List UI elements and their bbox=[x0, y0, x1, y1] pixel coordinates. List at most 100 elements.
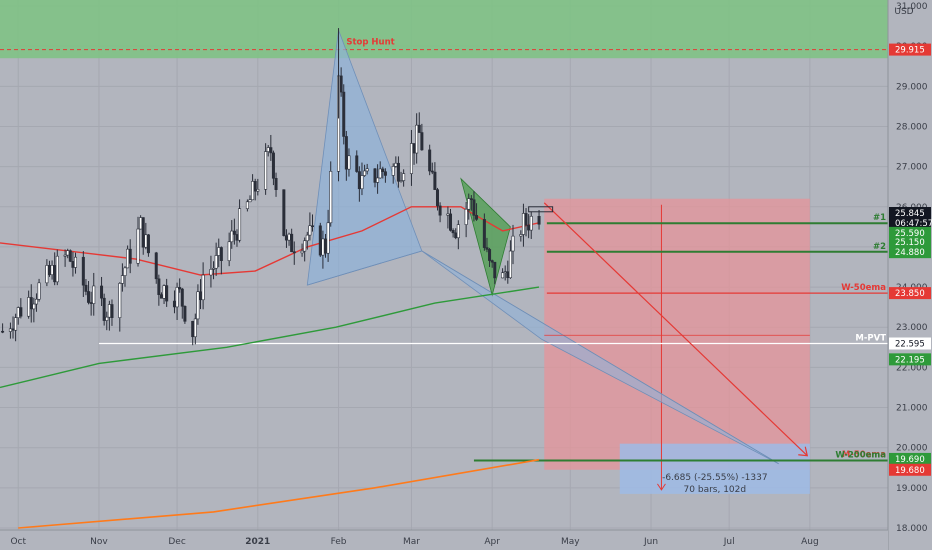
candle-body bbox=[154, 252, 158, 280]
candle-body bbox=[329, 171, 333, 224]
annotations: Stop Hunt -6.685 (-25.55%) -1337 70 bars, … bbox=[346, 38, 809, 495]
candle-body bbox=[53, 265, 57, 283]
price-tick-label: 19.000 bbox=[896, 484, 928, 494]
candle-body bbox=[290, 233, 294, 252]
candlestick-series bbox=[1, 28, 541, 346]
candle-body bbox=[449, 213, 453, 231]
price-badge bbox=[889, 463, 931, 476]
price-badge bbox=[889, 236, 931, 249]
projection-arrow-head bbox=[798, 446, 809, 457]
candle-body bbox=[292, 251, 296, 254]
measure-arrow bbox=[657, 483, 666, 491]
candle-body bbox=[472, 199, 476, 216]
candle-body bbox=[209, 269, 213, 276]
candle-body bbox=[376, 177, 380, 183]
candle-body bbox=[454, 232, 458, 239]
currency-label: USD bbox=[894, 7, 913, 17]
candle-body bbox=[32, 303, 36, 310]
candle-body bbox=[264, 151, 268, 190]
candle-body bbox=[537, 215, 541, 225]
candle-body bbox=[245, 201, 249, 209]
candle-body bbox=[34, 298, 38, 305]
candle-body bbox=[120, 275, 124, 284]
price-badge-label: 29.915 bbox=[895, 46, 925, 56]
candle-body bbox=[503, 271, 507, 274]
candle-body bbox=[14, 317, 18, 331]
candle-body bbox=[519, 234, 523, 237]
price-badge-label: 06:47:57 bbox=[895, 219, 932, 229]
candle-body bbox=[266, 147, 270, 152]
candle-body bbox=[344, 136, 348, 170]
candle-body bbox=[136, 228, 140, 264]
candle-body bbox=[175, 287, 179, 308]
candle-body bbox=[201, 274, 205, 301]
time-tick-label: Dec bbox=[168, 537, 185, 547]
candle-body bbox=[469, 198, 473, 201]
candle-body bbox=[139, 217, 143, 230]
stop-hunt-label: Stop Hunt bbox=[346, 38, 394, 48]
candle-body bbox=[415, 124, 419, 154]
candle-body bbox=[238, 208, 242, 241]
candle-body bbox=[308, 225, 312, 236]
candle-body bbox=[16, 307, 20, 318]
candle-body bbox=[529, 215, 533, 231]
candle-body bbox=[162, 285, 166, 299]
candle-body bbox=[271, 152, 275, 179]
time-axis[interactable]: Oct Nov Dec 2021 Feb Mar Apr May Jun Jul Aug bbox=[0, 529, 888, 550]
candle-body bbox=[475, 215, 479, 220]
level-label: W-200ema bbox=[835, 451, 886, 461]
price-badge bbox=[889, 216, 931, 229]
candle-body bbox=[45, 265, 49, 284]
candle-body bbox=[493, 261, 497, 279]
candle-body bbox=[435, 189, 439, 207]
candle-body bbox=[63, 254, 67, 257]
time-tick-label: Mar bbox=[403, 537, 420, 547]
price-badge-label: 22.195 bbox=[895, 355, 925, 365]
price-badge-label: 23.850 bbox=[895, 289, 925, 299]
candle-body bbox=[165, 285, 169, 302]
candle-body bbox=[217, 247, 221, 256]
candle-body bbox=[506, 271, 510, 279]
candle-body bbox=[482, 219, 486, 248]
candle-body bbox=[227, 241, 231, 261]
candle-body bbox=[235, 234, 239, 241]
candle-body bbox=[409, 143, 413, 174]
candle-body bbox=[501, 272, 505, 279]
candle-body bbox=[144, 234, 148, 248]
candle-body bbox=[357, 171, 361, 190]
price-tick-label: 23.000 bbox=[896, 323, 928, 333]
candle-body bbox=[230, 230, 234, 243]
candle-body bbox=[37, 282, 41, 300]
short-target-area bbox=[619, 443, 810, 494]
candle-body bbox=[183, 305, 187, 322]
position-bars-text: 70 bars, 102d bbox=[684, 485, 747, 495]
candle-body bbox=[107, 304, 111, 318]
candle-body bbox=[180, 288, 184, 307]
time-tick-label: Aug bbox=[801, 537, 819, 547]
candle-body bbox=[178, 287, 182, 290]
price-tick-label: 21.000 bbox=[896, 404, 928, 414]
candle-body bbox=[287, 233, 291, 241]
candle-body bbox=[464, 208, 468, 225]
price-badge-label: 25.590 bbox=[895, 229, 925, 239]
candle-body bbox=[126, 248, 130, 269]
candle-body bbox=[118, 283, 122, 318]
candle-body bbox=[71, 261, 75, 268]
candle-body bbox=[399, 180, 403, 182]
price-badge-label: 19.690 bbox=[895, 455, 925, 465]
candle-body bbox=[383, 171, 387, 176]
candle-body bbox=[373, 168, 377, 183]
candle-body bbox=[19, 307, 23, 317]
candle-body bbox=[55, 255, 59, 283]
candle-body bbox=[527, 224, 531, 231]
candle-body bbox=[402, 173, 406, 181]
price-axis[interactable]: 18.00019.00020.00021.00022.00023.00024.0… bbox=[887, 0, 932, 550]
candle-body bbox=[339, 75, 343, 93]
candle-body bbox=[284, 235, 288, 241]
candle-body bbox=[318, 225, 322, 256]
time-tick-label: Nov bbox=[90, 537, 108, 547]
candle-body bbox=[81, 256, 85, 286]
candle-body bbox=[100, 285, 104, 299]
